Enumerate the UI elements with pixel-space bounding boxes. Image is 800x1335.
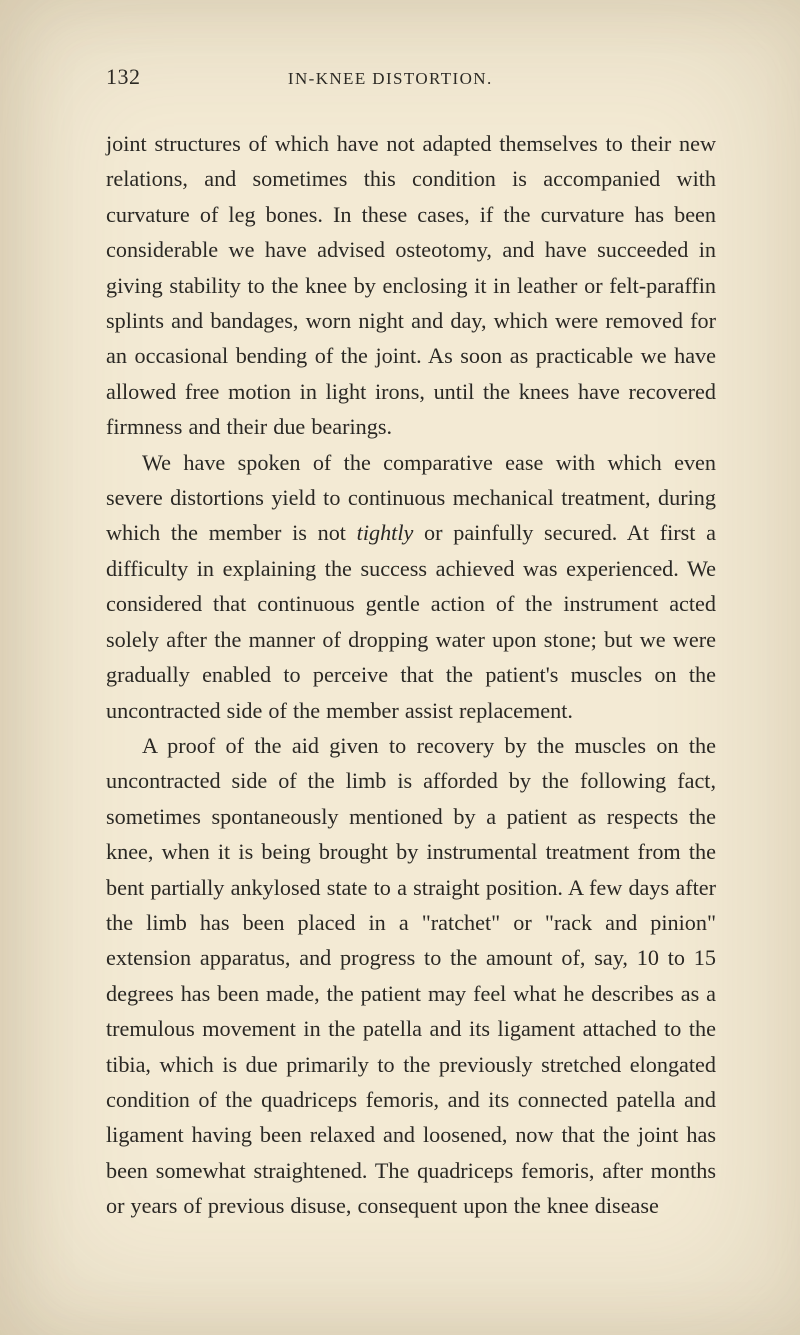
- running-head-title: IN-KNEE DISTORTION.: [101, 69, 681, 89]
- page-content: 132 IN-KNEE DISTORTION. joint structures…: [106, 64, 716, 1224]
- italic-word: tightly: [357, 520, 414, 545]
- body-text: joint structures of which have not adapt…: [106, 126, 716, 1224]
- running-header: 132 IN-KNEE DISTORTION.: [106, 64, 716, 90]
- paragraph-2: We have spoken of the comparative ease w…: [106, 445, 716, 728]
- paragraph-3: A proof of the aid given to recovery by …: [106, 728, 716, 1224]
- paragraph-1: joint structures of which have not adapt…: [106, 126, 716, 445]
